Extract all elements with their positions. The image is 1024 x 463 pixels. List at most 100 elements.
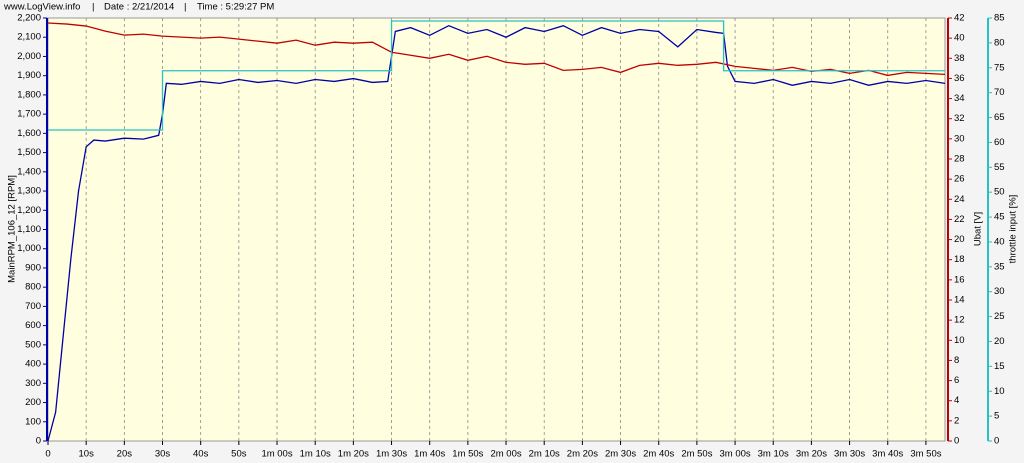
header-site: www.LogView.info <box>3 2 80 13</box>
y-tick-label: 800 <box>25 282 41 293</box>
header-time: Time : 5:29:27 PM <box>197 2 274 13</box>
y2-tick-label: 40 <box>954 33 965 44</box>
y2-tick-label: 30 <box>954 133 965 144</box>
y-tick-label: 100 <box>25 416 41 427</box>
y2-tick-label: 14 <box>954 295 965 306</box>
y3-tick-label: 50 <box>994 187 1005 198</box>
y2-tick-label: 20 <box>954 234 965 245</box>
y3-tick-label: 5 <box>994 411 999 422</box>
x-tick-label: 1m 30s <box>376 449 407 460</box>
y-tick-label: 1,800 <box>17 89 41 100</box>
y-tick-label: 900 <box>25 262 41 273</box>
x-tick-label: 2m 00s <box>490 449 521 460</box>
x-tick-label: 3m 50s <box>910 449 941 460</box>
y-axis-title: MainRPM_106_12 [RPM] <box>7 175 18 283</box>
y3-tick-label: 55 <box>994 162 1005 173</box>
header-separator: | <box>92 2 94 13</box>
y3-tick-label: 70 <box>994 87 1005 98</box>
x-tick-label: 1m 00s <box>261 449 292 460</box>
y-tick-label: 200 <box>25 397 41 408</box>
x-tick-label: 2m 30s <box>605 449 636 460</box>
y3-tick-label: 35 <box>994 261 1005 272</box>
y-tick-label: 1,500 <box>17 147 41 158</box>
x-tick-label: 0 <box>45 449 50 460</box>
series-line <box>47 22 946 77</box>
y3-tick-label: 75 <box>994 62 1005 73</box>
y2-tick-label: 42 <box>954 13 965 24</box>
x-tick-label: 2m 50s <box>681 449 712 460</box>
y2-tick-label: 22 <box>954 214 965 225</box>
y-tick-label: 1,600 <box>17 128 41 139</box>
y2-tick-label: 26 <box>954 174 965 185</box>
x-tick-label: 2m 10s <box>529 449 560 460</box>
x-tick-label: 1m 10s <box>300 449 331 460</box>
x-tick-label: 1m 40s <box>414 449 445 460</box>
y-tick-label: 1,900 <box>17 70 41 81</box>
y3-tick-label: 85 <box>994 13 1005 24</box>
plot-area <box>47 17 946 442</box>
y2-tick-label: 38 <box>954 53 965 64</box>
series-line <box>47 24 946 442</box>
y2-tick-label: 18 <box>954 254 965 265</box>
x-tick-label: 2m 20s <box>567 449 598 460</box>
y2-tick-label: 0 <box>954 436 959 447</box>
y2-tick-label: 12 <box>954 315 965 326</box>
y-tick-label: 400 <box>25 359 41 370</box>
x-tick-label: 3m 40s <box>872 449 903 460</box>
x-tick-label: 3m 30s <box>834 449 865 460</box>
y-tick-label: 1,200 <box>17 205 41 216</box>
x-tick-label: 20s <box>117 449 133 460</box>
y2-tick-label: 34 <box>954 93 965 104</box>
y3-tick-label: 0 <box>994 436 999 447</box>
y3-tick-label: 65 <box>994 112 1005 123</box>
y3-tick-label: 80 <box>994 37 1005 48</box>
y2-tick-label: 28 <box>954 154 965 165</box>
x-tick-label: 2m 40s <box>643 449 674 460</box>
x-tick-label: 1m 20s <box>338 449 369 460</box>
y3-tick-label: 60 <box>994 137 1005 148</box>
y-tick-label: 600 <box>25 320 41 331</box>
y-tick-label: 2,100 <box>17 32 41 43</box>
y2-tick-label: 6 <box>954 375 959 386</box>
y2-tick-label: 10 <box>954 335 965 346</box>
x-tick-label: 40s <box>193 449 209 460</box>
header-date: Date : 2/21/2014 <box>104 2 174 13</box>
y3-tick-label: 20 <box>994 336 1005 347</box>
y2-tick-label: 32 <box>954 113 965 124</box>
y3-tick-label: 15 <box>994 361 1005 372</box>
y2-tick-label: 16 <box>954 274 965 285</box>
y-tick-label: 2,200 <box>17 13 41 24</box>
y2-tick-label: 24 <box>954 194 965 205</box>
series-line <box>48 20 945 131</box>
y3-axis-title: throttle input [%] <box>1008 195 1019 264</box>
y3-tick-label: 40 <box>994 236 1005 247</box>
y2-tick-label: 8 <box>954 355 959 366</box>
y-tick-label: 1,100 <box>17 224 41 235</box>
y-tick-label: 300 <box>25 378 41 389</box>
y-tick-label: 0 <box>36 436 41 447</box>
x-tick-label: 10s <box>79 449 95 460</box>
y-tick-label: 500 <box>25 339 41 350</box>
header-separator: | <box>184 2 186 13</box>
y3-tick-label: 25 <box>994 311 1005 322</box>
x-tick-label: 30s <box>155 449 171 460</box>
x-tick-label: 1m 50s <box>452 449 483 460</box>
y-tick-label: 1,300 <box>17 186 41 197</box>
y-tick-label: 2,000 <box>17 51 41 62</box>
y2-tick-label: 36 <box>954 73 965 84</box>
y-tick-label: 1,400 <box>17 166 41 177</box>
y2-axis-title: Ubat [V] <box>973 212 984 246</box>
x-tick-label: 3m 00s <box>719 449 750 460</box>
y3-tick-label: 30 <box>994 286 1005 297</box>
y-tick-label: 1,700 <box>17 109 41 120</box>
y2-tick-label: 4 <box>954 395 959 406</box>
y2-tick-label: 2 <box>954 415 959 426</box>
y-tick-label: 1,000 <box>17 243 41 254</box>
x-tick-label: 3m 10s <box>758 449 789 460</box>
y3-tick-label: 45 <box>994 212 1005 223</box>
x-tick-label: 50s <box>231 449 247 460</box>
y-tick-label: 700 <box>25 301 41 312</box>
y3-tick-label: 10 <box>994 386 1005 397</box>
x-tick-label: 3m 20s <box>796 449 827 460</box>
